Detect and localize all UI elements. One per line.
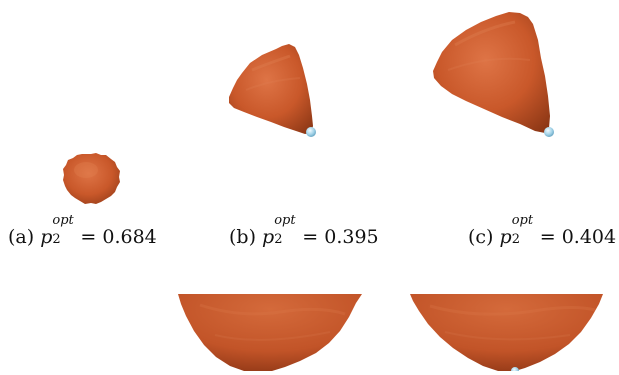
caption-a-subscript: 2 [52,232,61,247]
caption-c: (c) p opt 2 = 0.404 [468,214,617,251]
shape-c [433,12,554,137]
shape-b [229,44,316,137]
caption-b-variable: p [262,226,275,248]
marker-ball-b [306,127,316,137]
shape-b-lower [178,294,362,371]
caption-a-label: (a) [8,226,35,248]
caption-a-superscript: opt [52,213,74,228]
shape-c-lower [410,294,603,375]
caption-a-indices: opt 2 [52,214,74,247]
caption-a-value: = 0.684 [80,226,157,248]
caption-b: (b) p opt 2 = 0.395 [229,214,379,251]
shape-a [63,153,120,204]
caption-a: (a) p opt 2 = 0.684 [8,214,157,251]
caption-b-indices: opt 2 [274,214,296,247]
caption-c-label: (c) [468,226,494,248]
caption-c-subscript: 2 [511,232,520,247]
caption-c-value: = 0.404 [539,226,617,248]
caption-a-variable: p [40,226,53,248]
caption-b-label: (b) [229,226,256,248]
caption-b-subscript: 2 [274,232,283,247]
caption-c-variable: p [499,226,512,248]
caption-c-superscript: opt [511,213,534,228]
caption-b-superscript: opt [274,213,296,228]
caption-b-value: = 0.395 [302,226,379,248]
caption-c-indices: opt 2 [511,214,534,247]
marker-ball-c [544,127,554,137]
